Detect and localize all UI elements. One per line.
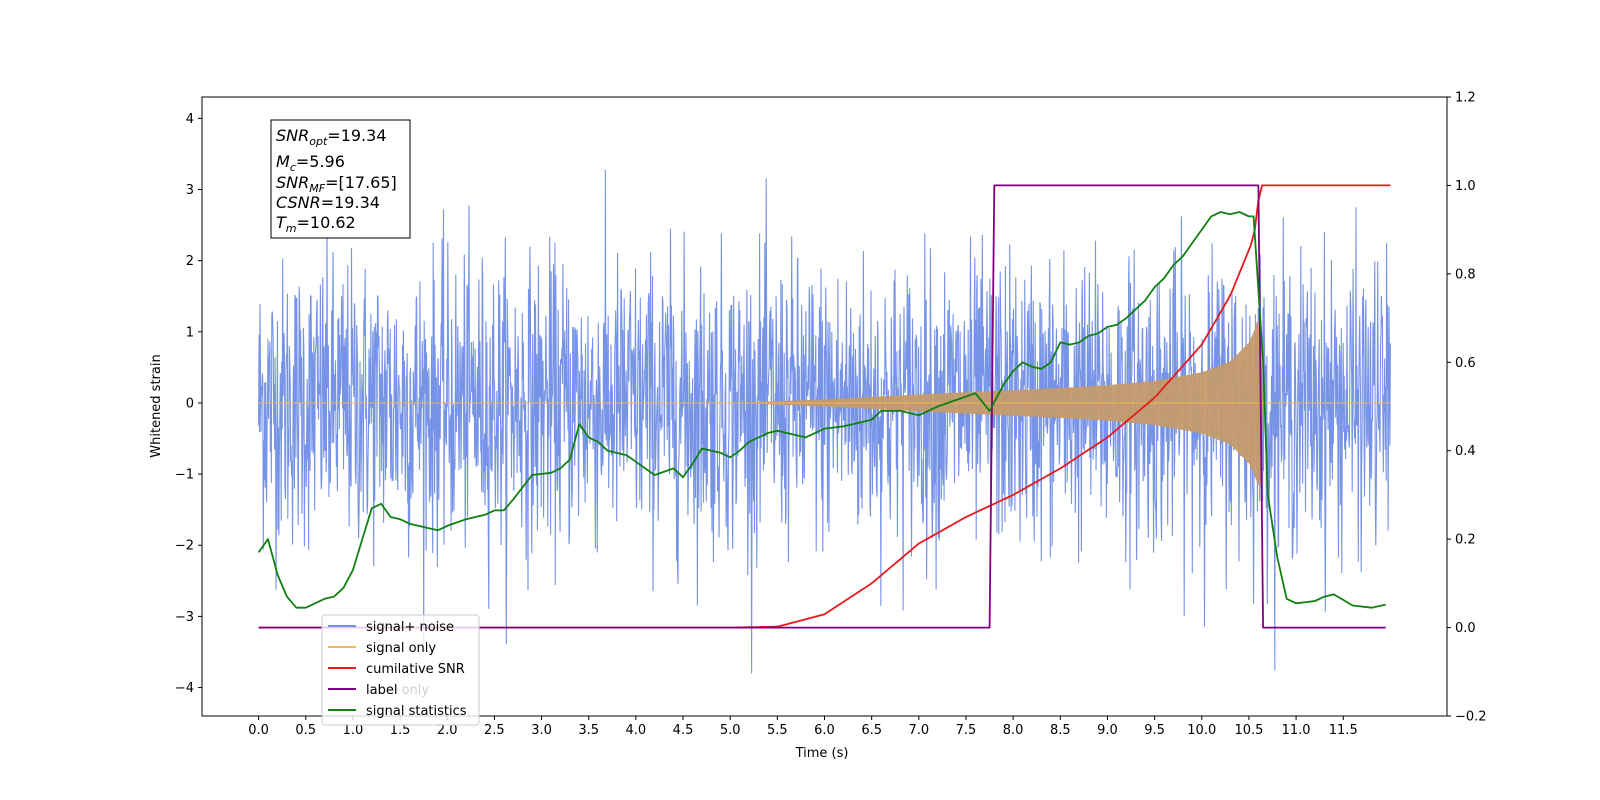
y-tick-label-right: −0.2 bbox=[1455, 710, 1487, 725]
series-label bbox=[258, 184, 1386, 629]
y-tick-label-right: 0.2 bbox=[1455, 533, 1476, 548]
legend-label-label-only: label only bbox=[366, 683, 429, 698]
x-tick-label: 6.0 bbox=[814, 723, 835, 738]
x-tick-label: 7.0 bbox=[908, 723, 929, 738]
x-tick-label: 8.5 bbox=[1050, 723, 1071, 738]
legend-frame bbox=[321, 614, 480, 726]
x-tick-label: 2.5 bbox=[484, 723, 505, 738]
y-tick-label-left: −1 bbox=[175, 468, 194, 483]
x-tick-label: 4.0 bbox=[626, 723, 647, 738]
annotation-line-1: SNRopt=19.34 bbox=[276, 126, 387, 148]
x-tick-label: 7.5 bbox=[956, 723, 977, 738]
x-tick-label: 2.0 bbox=[437, 723, 458, 738]
y-tick-label-left: 4 bbox=[186, 112, 194, 127]
x-axis-label: Time (s) bbox=[795, 746, 849, 761]
x-tick-label: 3.0 bbox=[531, 723, 552, 738]
y-tick-label-right: 0.0 bbox=[1455, 621, 1476, 636]
y-tick-label-right: 1.0 bbox=[1455, 179, 1476, 194]
x-axis: 0.0 0.5 1.0 1.5 2.0 2.5 3.0 3.5 4.0 4.5 5.0 5.5 6.0 6… bbox=[248, 716, 1358, 738]
annotation-box: SNRopt=19.34 Mc=5.96 SNRMF=[17.65] CSNR=… bbox=[270, 119, 411, 239]
x-tick-label: 5.5 bbox=[767, 723, 788, 738]
legend-label-cumulative-snr: cumilative SNR bbox=[366, 662, 465, 677]
annotation-frame bbox=[270, 119, 411, 239]
y-tick-label-right: 0.4 bbox=[1455, 444, 1476, 459]
series-signal-statistics bbox=[257, 211, 1386, 609]
y-tick-label-right: 1.2 bbox=[1455, 91, 1476, 106]
x-tick-label: 8.0 bbox=[1003, 723, 1024, 738]
x-tick-label: 10.0 bbox=[1187, 723, 1216, 738]
legend: signal+ noise signal only cumilative SNR… bbox=[321, 614, 480, 726]
annotation-line-4: CSNR=19.34 bbox=[276, 193, 380, 212]
legend-label-label: label bbox=[366, 683, 397, 698]
legend-label-signal-statistics: signal statistics bbox=[366, 704, 467, 719]
x-tick-label: 4.5 bbox=[673, 723, 694, 738]
y-axis-left: −4 −3 −2 −1 0 1 2 3 4 bbox=[175, 112, 202, 696]
annotation-line-3: SNRMF=[17.65] bbox=[276, 173, 397, 195]
x-tick-label: 6.5 bbox=[861, 723, 882, 738]
y-axis-label: Whitened strain bbox=[149, 354, 164, 457]
legend-label-signal-only: signal only bbox=[366, 641, 436, 656]
y-tick-label-left: 3 bbox=[186, 183, 194, 198]
y-tick-label-left: 1 bbox=[186, 325, 194, 340]
x-tick-label: 0.5 bbox=[295, 723, 316, 738]
legend-label-signal-noise: signal+ noise bbox=[366, 620, 454, 635]
x-tick-label: 0.0 bbox=[248, 723, 269, 738]
y-tick-label-left: 0 bbox=[186, 396, 194, 411]
y-tick-label-left: −3 bbox=[175, 610, 194, 625]
y-axis-right: −0.2 0.0 0.2 0.4 0.6 0.8 1.0 1.2 bbox=[1447, 91, 1487, 725]
y-tick-label-left: 2 bbox=[186, 254, 194, 269]
x-tick-label: 9.5 bbox=[1144, 723, 1165, 738]
x-tick-label: 5.0 bbox=[720, 723, 741, 738]
x-tick-label: 11.5 bbox=[1329, 723, 1358, 738]
y-tick-label-right: 0.6 bbox=[1455, 356, 1476, 371]
x-tick-label: 1.0 bbox=[343, 723, 364, 738]
y-tick-label-left: −4 bbox=[175, 681, 194, 696]
y-tick-label-right: 0.8 bbox=[1455, 267, 1476, 282]
x-tick-label: 1.5 bbox=[390, 723, 411, 738]
x-tick-label: 10.5 bbox=[1234, 723, 1263, 738]
x-tick-label: 9.0 bbox=[1097, 723, 1118, 738]
annotation-line-5: Tm=10.62 bbox=[276, 213, 356, 235]
x-tick-label: 11.0 bbox=[1282, 723, 1311, 738]
x-tick-label: 3.5 bbox=[578, 723, 599, 738]
series-signal-noise bbox=[258, 169, 1391, 674]
y-tick-label-left: −2 bbox=[175, 539, 194, 554]
annotation-line-2: Mc=5.96 bbox=[276, 152, 345, 174]
